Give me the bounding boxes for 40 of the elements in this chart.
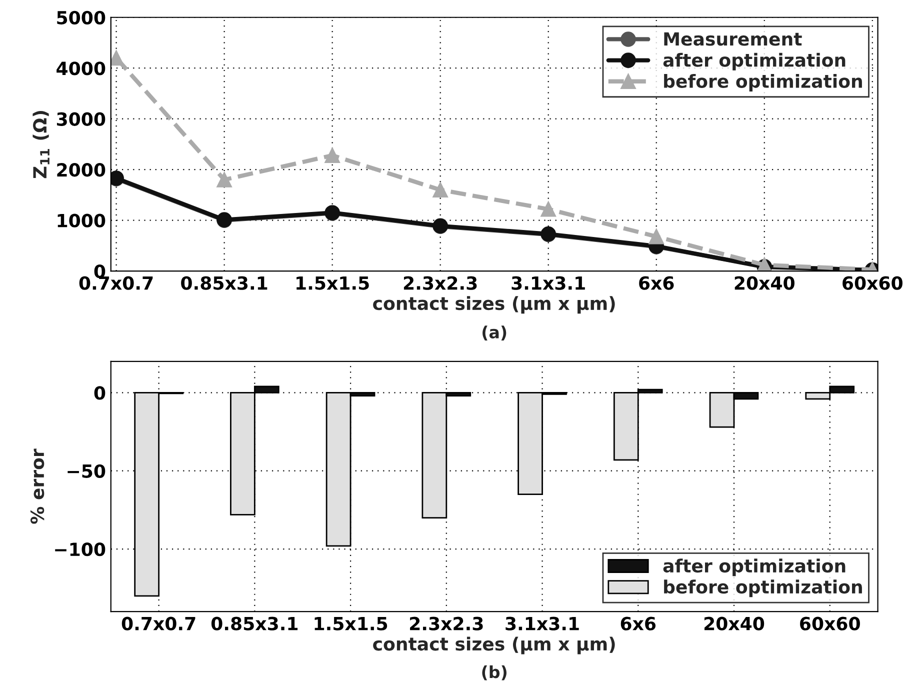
x-tick-label: 0.85x3.1: [211, 616, 298, 630]
x-tick-label: 20x40: [704, 616, 764, 630]
x-tick-label: 6x6: [620, 616, 656, 630]
point: [648, 228, 664, 244]
y-tick-label: 2000: [57, 163, 106, 177]
legend-label: after optimization: [663, 558, 846, 576]
x-axis-title: contact sizes (μm x μm): [373, 636, 615, 654]
legend-label: after optimization: [663, 52, 846, 70]
x-tick-label: 1.5x1.5: [314, 617, 388, 630]
x-tick-label: 20x40: [734, 276, 794, 290]
legend-label: before optimization: [664, 580, 862, 598]
y-tick-label: 4000: [56, 62, 106, 76]
x-tick-label: 0.7x0.7: [79, 276, 153, 290]
x-axis-title: contact sizes (μm x μm): [373, 296, 615, 314]
point: [216, 172, 232, 188]
legend-label: Measurement: [664, 32, 802, 46]
x-tick-label: 0.7x0.7: [122, 616, 196, 630]
x-tick-label: 6x6: [639, 276, 674, 290]
x-tick-label: 60x60: [842, 276, 902, 290]
text: (b): [482, 665, 506, 680]
text: (a): [482, 326, 506, 340]
y-axis-title: Z$_{11}$ (Ω): [32, 111, 50, 178]
x-tick-label: 3.1x3.1: [512, 276, 585, 290]
y-tick-label: −50: [68, 464, 106, 478]
x-tick-label: 60x60: [800, 616, 860, 630]
x-tick-label: 0.85x3.1: [181, 276, 268, 290]
y-tick-label: 5000: [57, 10, 106, 24]
x-tick-label: 2.3x2.3: [404, 276, 477, 290]
y-tick-label: −100: [55, 542, 106, 556]
x-tick-label: 3.1x3.1: [506, 616, 579, 630]
y-tick-label: 3000: [56, 112, 106, 126]
y-tick-label: 0: [94, 386, 106, 400]
y-axis-title: % error: [30, 448, 44, 524]
point: [432, 182, 448, 198]
x-tick-label: 1.5x1.5: [296, 276, 369, 290]
point: [540, 202, 556, 217]
x-tick-label: 2.3x2.3: [410, 616, 483, 630]
point: [324, 148, 340, 164]
y-tick-label: 1000: [58, 214, 106, 228]
legend-label: before optimization: [664, 74, 862, 92]
